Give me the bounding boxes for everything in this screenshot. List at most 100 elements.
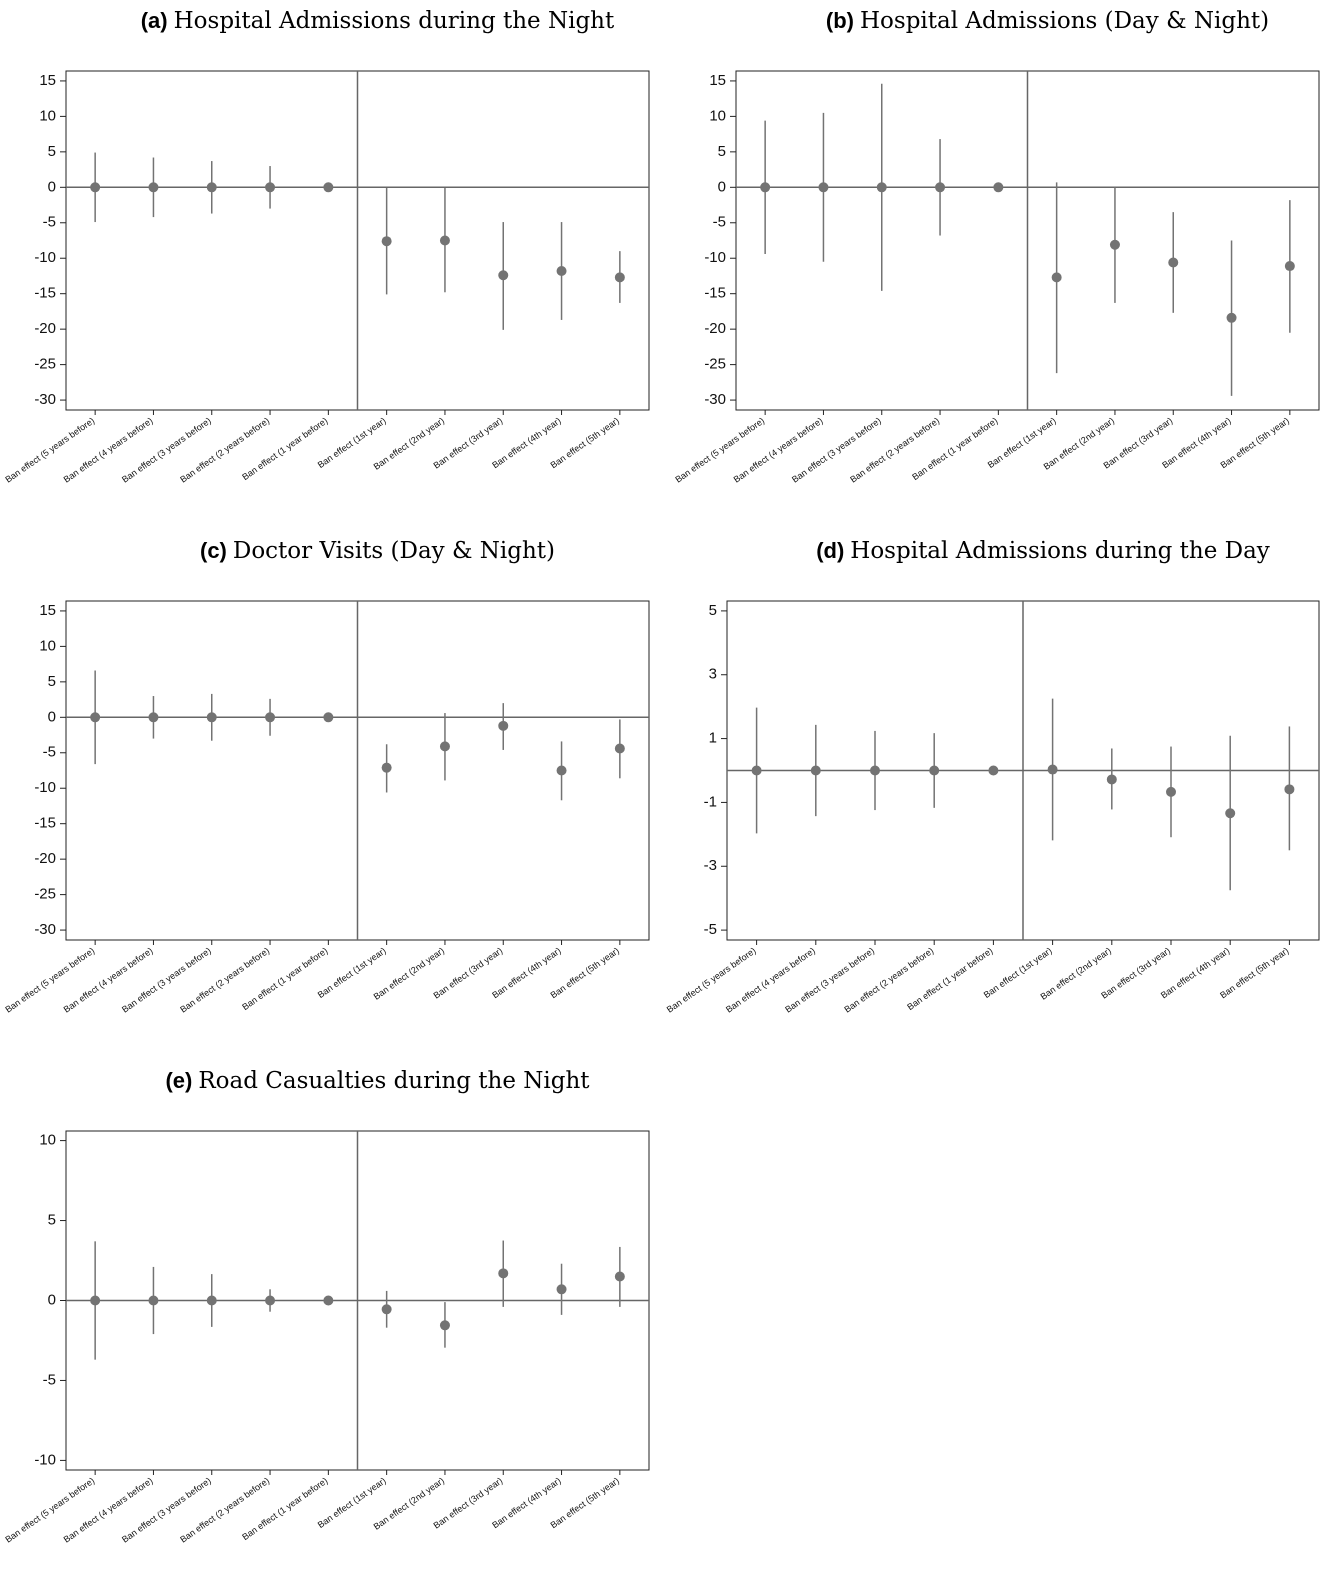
point xyxy=(556,765,567,776)
y-tick-label: 10 xyxy=(709,107,726,124)
point xyxy=(614,743,625,754)
panel: (d) Hospital Admissions during the Day 5 3 1… xyxy=(665,538,1320,1015)
point xyxy=(148,1295,159,1306)
point xyxy=(381,762,392,773)
y-tick-label: -5 xyxy=(43,744,56,761)
y-tick-label: 0 xyxy=(48,1291,56,1308)
y-tick-label: 0 xyxy=(48,708,56,725)
point xyxy=(90,1295,101,1306)
point xyxy=(498,720,509,731)
point xyxy=(1284,261,1295,272)
y-tick-label: 10 xyxy=(39,1132,56,1149)
y-tick-label: 5 xyxy=(718,143,726,160)
panel-title-text: Hospital Admissions during the Night xyxy=(174,8,615,34)
point xyxy=(323,182,334,193)
point xyxy=(1051,272,1062,283)
panel-label: (d) xyxy=(816,538,844,563)
y-tick-label: 15 xyxy=(709,72,726,89)
panel-title-text: Hospital Admissions during the Day xyxy=(850,538,1270,564)
panel-label: (b) xyxy=(826,8,854,33)
panel: (c) Doctor Visits (Day & Night) 15 10 5 0 -5 -1… xyxy=(3,538,650,1015)
point xyxy=(381,1304,392,1315)
panel-title-text: Doctor Visits (Day & Night) xyxy=(233,538,555,564)
point xyxy=(1047,764,1058,775)
point xyxy=(760,182,771,193)
x-tick-label: Ban effect (5 years before) xyxy=(3,945,96,1014)
y-tick-label: -15 xyxy=(34,815,56,832)
point xyxy=(929,765,940,776)
x-tick-label: Ban effect (5 years before) xyxy=(673,415,766,484)
point xyxy=(1284,784,1295,795)
point xyxy=(206,182,217,193)
y-tick-label: 15 xyxy=(39,602,56,619)
point xyxy=(323,712,334,723)
point xyxy=(498,270,509,281)
y-tick-label: 10 xyxy=(39,637,56,654)
point xyxy=(265,182,276,193)
panel-label: (e) xyxy=(165,1068,192,1093)
point xyxy=(206,712,217,723)
panel-title: (e) Road Casualties during the Night xyxy=(165,1068,590,1094)
y-tick-label: -10 xyxy=(34,249,56,266)
panel-title: (d) Hospital Admissions during the Day xyxy=(816,538,1270,564)
y-tick-label: 3 xyxy=(709,666,717,683)
y-tick-label: -20 xyxy=(704,320,726,337)
panel: (b) Hospital Admissions (Day & Night) 15 10… xyxy=(673,8,1320,485)
point xyxy=(148,182,159,193)
panel-title: (b) Hospital Admissions (Day & Night) xyxy=(826,8,1269,34)
y-tick-label: -30 xyxy=(704,391,726,408)
y-tick-label: 5 xyxy=(48,143,56,160)
y-tick-label: -10 xyxy=(34,779,56,796)
y-tick-label: 0 xyxy=(718,178,726,195)
y-tick-label: -5 xyxy=(713,214,726,231)
y-tick-label: -5 xyxy=(43,214,56,231)
point xyxy=(1166,786,1176,797)
panel-title-text: Road Casualties during the Night xyxy=(198,1068,590,1094)
point xyxy=(935,182,946,193)
panel: (e) Road Casualties during the Night 10 5 0 -… xyxy=(3,1068,650,1545)
point xyxy=(614,272,625,283)
point xyxy=(1226,312,1237,323)
point xyxy=(265,712,276,723)
point xyxy=(265,1295,276,1306)
point xyxy=(556,265,567,276)
panel: (a) Hospital Admissions during the Night 1… xyxy=(3,8,650,485)
x-tick-label: Ban effect (5 years before) xyxy=(3,415,96,484)
point xyxy=(818,182,829,193)
x-tick-label: Ban effect (5 years before) xyxy=(3,1475,96,1544)
y-tick-label: -5 xyxy=(43,1371,56,1388)
y-tick-label: -25 xyxy=(34,886,56,903)
y-tick-label: 0 xyxy=(48,178,56,195)
point xyxy=(381,236,392,247)
y-tick-label: 15 xyxy=(39,72,56,89)
point xyxy=(90,182,101,193)
y-tick-label: 5 xyxy=(48,1212,56,1229)
panel-label: (c) xyxy=(200,538,227,563)
y-tick-label: -5 xyxy=(704,921,717,938)
point xyxy=(556,1284,567,1295)
y-tick-label: 1 xyxy=(709,730,717,747)
point xyxy=(1106,774,1117,785)
point xyxy=(988,765,999,776)
point xyxy=(876,182,887,193)
y-tick-label: -15 xyxy=(704,285,726,302)
y-tick-label: -3 xyxy=(704,857,717,874)
point xyxy=(993,182,1004,193)
y-tick-label: -25 xyxy=(704,356,726,373)
panel-title-text: Hospital Admissions (Day & Night) xyxy=(860,8,1269,34)
y-tick-label: -10 xyxy=(34,1451,56,1468)
y-tick-label: 10 xyxy=(39,107,56,124)
y-tick-label: -1 xyxy=(704,793,717,810)
y-tick-label: -25 xyxy=(34,356,56,373)
point xyxy=(751,765,762,776)
point xyxy=(810,765,821,776)
point xyxy=(870,765,880,776)
point xyxy=(498,1268,509,1279)
point xyxy=(1225,808,1236,819)
y-tick-label: 5 xyxy=(48,673,56,690)
y-tick-label: -15 xyxy=(34,285,56,302)
point xyxy=(90,712,101,723)
point xyxy=(1109,239,1120,250)
point xyxy=(323,1295,334,1306)
